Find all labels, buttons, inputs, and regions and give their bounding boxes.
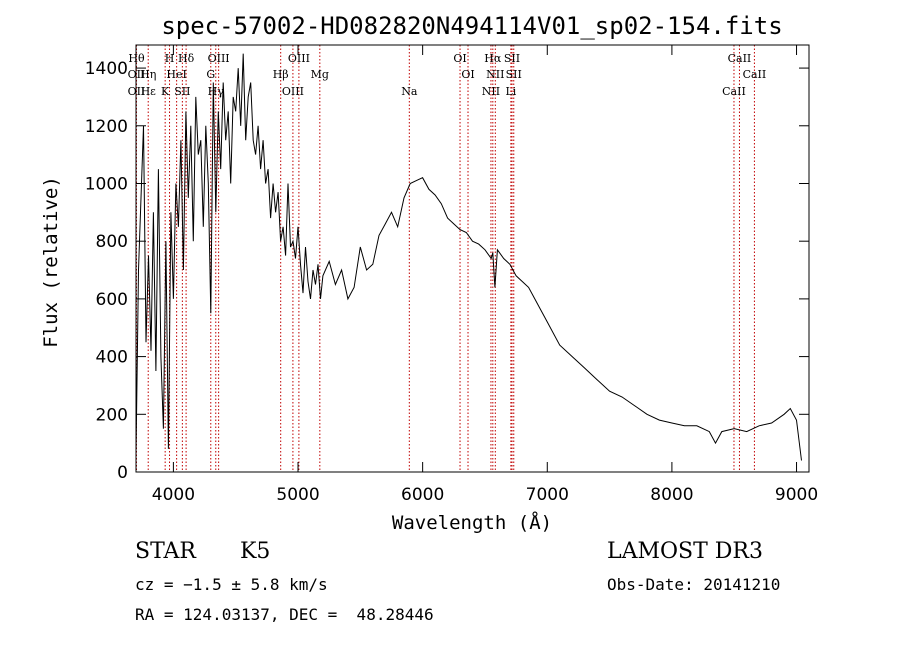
line-marker-label: G [206,68,215,81]
x-tick-label: 7000 [526,485,569,505]
x-tick-label: 6000 [401,485,444,505]
x-tick-label: 4000 [152,485,195,505]
chart-title: spec-57002-HD082820N494114V01_sp02-154.f… [161,12,782,40]
line-marker-label: Na [401,85,418,98]
line-marker-label: OIII [288,52,310,65]
y-axis-label: Flux (relative) [40,176,62,348]
line-marker-label: Hδ [178,52,195,65]
line-marker-label: CaII [722,85,746,98]
object-subclass: K5 [240,539,271,564]
x-tick-label: 8000 [650,485,693,505]
y-tick-label: 200 [96,405,128,425]
line-marker-label: Hθ [128,52,145,65]
spectrum-line [135,53,802,461]
obs-date: Obs-Date: 20141210 [607,575,781,594]
y-tick-label: 1400 [85,59,128,79]
line-marker-label: H [165,52,175,65]
y-tick-label: 0 [117,463,128,483]
line-marker-label: HeI [166,68,186,81]
line-marker-label: K [161,85,170,98]
x-axis-ticks: 4000 5000 6000 7000 8000 9000 [152,45,818,505]
y-tick-label: 800 [96,232,128,252]
x-tick-label: 5000 [276,485,319,505]
line-marker-label: OI [461,68,474,81]
line-marker-label: SII [504,52,520,65]
line-marker-label: Mg [311,68,329,81]
line-marker-label: OIII [282,85,304,98]
x-axis-label: Wavelength (Å) [392,511,552,534]
line-marker-label: SII [174,85,190,98]
line-marker-label: CaII [743,68,767,81]
line-marker-label: Li [505,85,516,98]
redshift-line: cz = −1.5 ± 5.8 km/s [135,575,328,594]
line-marker-label: Hγ [208,85,225,98]
line-marker-label: Hα [484,52,502,65]
line-markers [135,45,755,472]
y-tick-label: 1200 [85,117,128,137]
y-axis-ticks: 0 200 400 600 800 1000 1200 1400 [85,59,809,483]
line-marker-label: OI [453,52,466,65]
line-marker-label: OIII [208,52,230,65]
survey-name: LAMOST DR3 [607,539,763,564]
line-marker-label: SII [506,68,522,81]
plot-frame [135,44,810,473]
line-marker-label: Hβ [273,68,289,81]
y-tick-label: 1000 [85,174,128,194]
object-class: STAR [135,539,196,564]
line-marker-label: Hε [141,85,157,98]
x-tick-label: 9000 [775,485,818,505]
y-tick-label: 600 [96,290,128,310]
line-marker-label: NII [482,85,500,98]
line-marker-label: CaII [728,52,752,65]
line-marker-label: NII [486,68,504,81]
y-tick-label: 400 [96,348,128,368]
line-marker-label: Hη [140,68,156,81]
radec-line: RA = 124.03137, DEC = 48.28446 [135,605,434,624]
